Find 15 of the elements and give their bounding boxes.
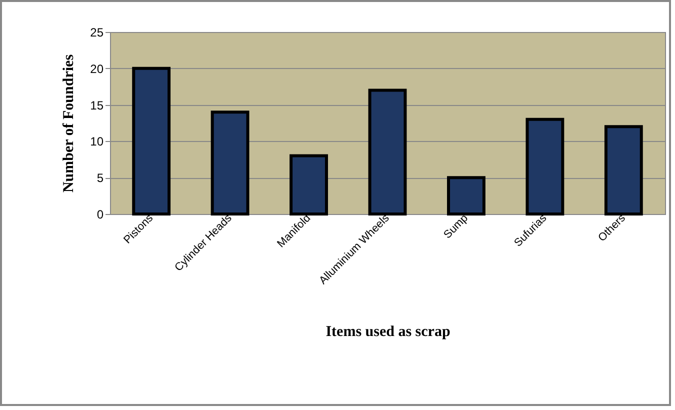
x-axis-title: Items used as scrap <box>326 324 450 340</box>
bar <box>132 66 171 216</box>
y-tick-label: 0 <box>96 208 104 222</box>
bar <box>526 118 564 216</box>
y-tick-label: 20 <box>90 62 104 76</box>
y-axis-title: Number of Foundries <box>61 54 78 193</box>
y-tick-label: 10 <box>90 134 104 149</box>
bar <box>210 110 250 216</box>
y-tick-label: 25 <box>90 26 104 40</box>
bar <box>447 176 486 216</box>
bar <box>604 125 643 216</box>
bar <box>290 154 328 216</box>
y-tick-label: 15 <box>90 98 104 112</box>
y-tick-label: 5 <box>96 171 104 186</box>
bar <box>368 88 407 216</box>
